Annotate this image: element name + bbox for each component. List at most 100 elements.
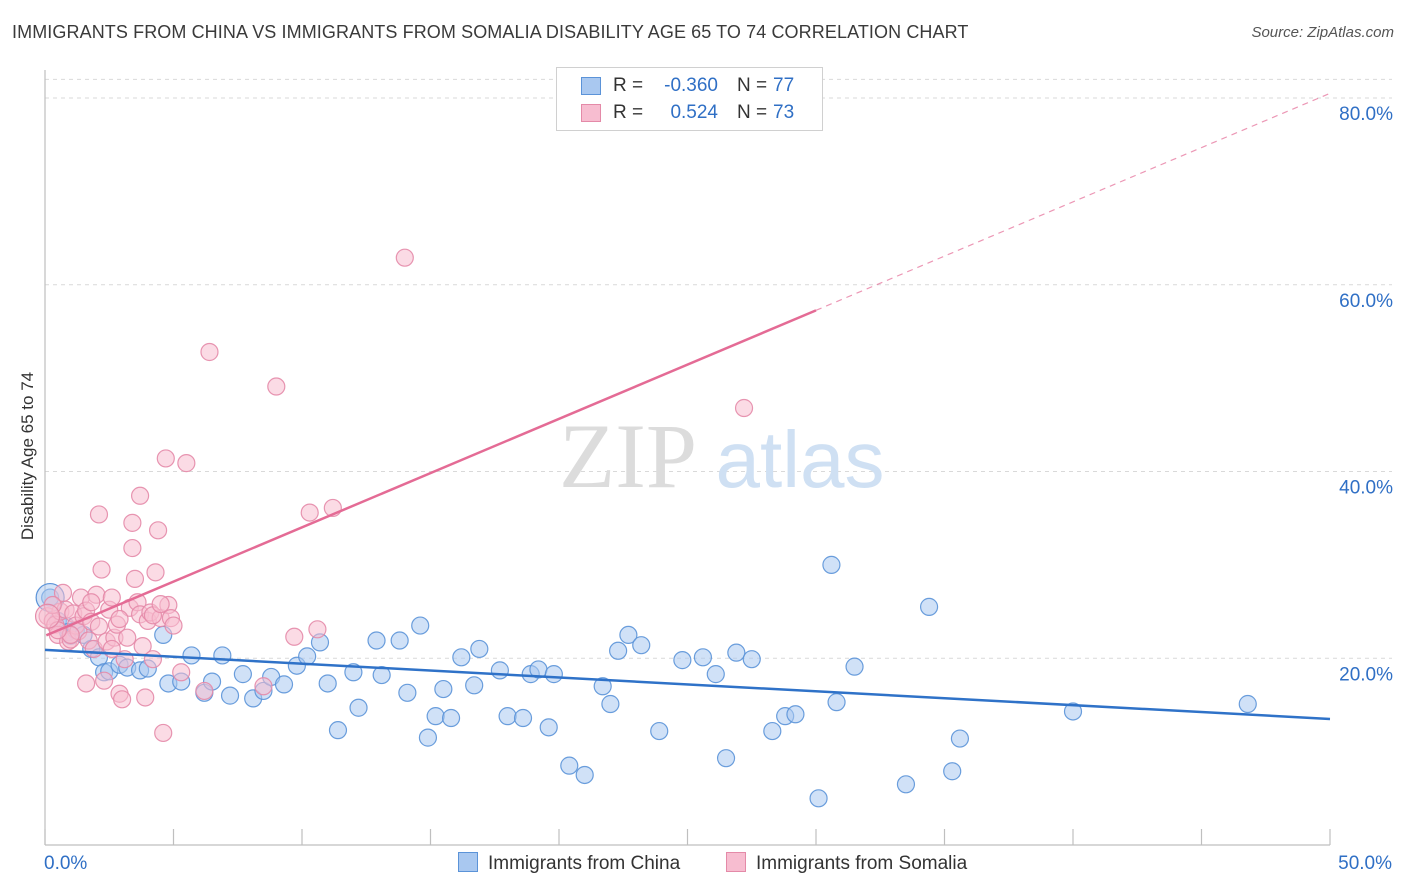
somalia-point — [89, 617, 109, 636]
legend-n-label: N = — [737, 102, 768, 123]
china-point — [372, 665, 391, 685]
china-point — [233, 665, 252, 684]
somalia-point — [77, 674, 96, 693]
somalia-point — [95, 671, 114, 690]
somalia-point — [102, 588, 121, 607]
china-point — [213, 646, 232, 665]
y-tick-label: 40.0% — [1339, 478, 1393, 499]
china-point — [845, 657, 864, 676]
china-point — [716, 749, 736, 768]
china-point — [673, 651, 692, 670]
somalia-point — [136, 688, 155, 707]
trend-lines — [44, 92, 1331, 721]
somalia-point — [125, 569, 145, 588]
china-point — [318, 674, 337, 693]
china-point — [693, 648, 713, 667]
somalia-point — [146, 563, 165, 582]
legend-swatch-china — [581, 77, 601, 95]
china-point — [418, 728, 438, 747]
somalia-point — [118, 628, 137, 647]
y-tick-label: 20.0% — [1339, 664, 1393, 685]
x-tick-label-max: 50.0% — [1338, 853, 1392, 874]
axes-layer — [44, 70, 1331, 846]
stats-legend: R = -0.360 N = 77 R = 0.524 N = 73 — [556, 67, 823, 131]
legend-r-value: 0.524 — [670, 102, 718, 123]
china-point — [544, 665, 563, 684]
china-point — [298, 647, 317, 666]
y-tick-labels: 20.0% 40.0% 60.0% 80.0% — [1339, 104, 1393, 685]
china-point — [470, 639, 489, 659]
somalia-point — [82, 593, 101, 612]
china-point — [601, 694, 620, 714]
somalia-point — [92, 560, 111, 579]
somalia-point — [130, 486, 150, 505]
bottom-legend-swatch-china — [458, 852, 478, 872]
china-point — [809, 789, 828, 808]
chart-title: IMMIGRANTS FROM CHINA VS IMMIGRANTS FROM… — [12, 22, 969, 42]
somalia-point — [123, 513, 142, 532]
somalia-point — [123, 538, 142, 558]
somalia-point — [200, 342, 219, 362]
china-point — [182, 646, 201, 665]
china-point — [434, 679, 453, 699]
china-point — [367, 631, 386, 650]
legend-n-value: 77 — [773, 75, 795, 96]
china-point — [742, 650, 761, 669]
china-point — [441, 708, 461, 728]
china-point — [632, 636, 651, 655]
china-point — [650, 721, 669, 741]
china-point — [490, 661, 509, 680]
watermark-atlas: atlas — [716, 415, 885, 504]
grid-layer — [45, 78, 1392, 659]
china-point — [619, 625, 638, 645]
y-tick-label: 80.0% — [1339, 104, 1393, 125]
y-tick-label: 60.0% — [1339, 291, 1393, 312]
somalia-point — [164, 616, 183, 635]
china-point — [398, 683, 417, 702]
legend-r-label: R = — [613, 75, 644, 96]
somalia-point — [89, 505, 109, 524]
bottom-legend-china: Immigrants from China — [458, 852, 680, 875]
china-point — [763, 721, 782, 741]
china-trend-line — [44, 648, 1331, 721]
somalia-point — [285, 627, 304, 646]
somalia-point — [110, 609, 129, 629]
x-tick-label-min: 0.0% — [44, 853, 88, 874]
china-point — [349, 698, 368, 717]
somalia-point — [156, 449, 175, 468]
somalia-point — [172, 663, 191, 682]
china-point — [328, 721, 348, 740]
china-point — [452, 648, 471, 667]
china-point — [943, 762, 962, 781]
somalia-point — [254, 677, 273, 696]
somalia-point — [148, 521, 168, 540]
china-point — [706, 665, 725, 684]
y-axis-title: Disability Age 65 to 74 — [18, 371, 37, 541]
china-point — [426, 707, 445, 726]
china-point — [919, 597, 939, 616]
legend-r-value: -0.360 — [664, 75, 718, 96]
somalia-point — [151, 594, 170, 614]
china-point — [827, 693, 846, 712]
somalia-point — [308, 620, 327, 639]
somalia-point — [195, 681, 214, 701]
somalia-points — [34, 248, 754, 743]
legend-n-label: N = — [737, 75, 768, 96]
china-point — [344, 663, 363, 682]
china-point — [896, 775, 916, 794]
legend-r-label: R = — [613, 102, 644, 123]
legend-swatch-somalia — [581, 104, 601, 122]
somalia-point — [267, 377, 286, 396]
china-point — [513, 708, 533, 728]
china-point — [411, 616, 430, 635]
somalia-trend-extension — [815, 92, 1331, 311]
china-point — [575, 765, 594, 785]
somalia-point — [734, 398, 754, 418]
china-point — [465, 676, 484, 695]
china-point — [390, 631, 409, 650]
china-point — [560, 756, 579, 775]
somalia-point — [154, 723, 173, 743]
somalia-point-large — [34, 603, 61, 629]
source-label: Source: ZipAtlas.com — [1251, 24, 1394, 41]
